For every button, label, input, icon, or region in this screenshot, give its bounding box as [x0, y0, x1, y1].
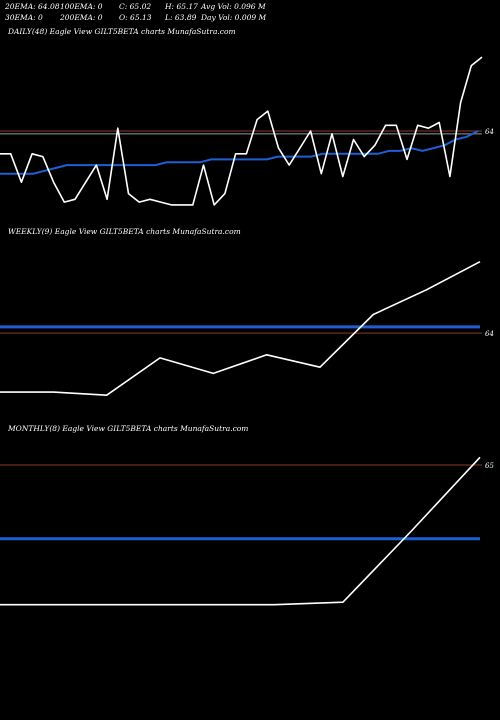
monthly-level-label: 65	[485, 462, 494, 470]
monthly-price-line	[0, 456, 481, 606]
ema20-stat: 20EMA: 64.08	[5, 2, 60, 11]
low-stat: L: 63.89	[165, 13, 197, 22]
day-vol-stat: Day Vol: 0.009 M	[201, 13, 267, 22]
close-stat: C: 65.02	[119, 2, 152, 11]
ema30-stat: 30EMA: 0	[5, 13, 43, 22]
weekly-level-label: 64	[485, 330, 494, 338]
ema100-stat: 100EMA: 0	[60, 2, 103, 11]
monthly-panel-title: MONTHLY(8) Eagle View GILT5BETA charts M…	[8, 424, 249, 433]
weekly-panel-title: WEEKLY(9) Eagle View GILT5BETA charts Mu…	[8, 227, 241, 236]
avg-vol-stat: Avg Vol: 0.096 M	[201, 2, 266, 11]
ema200-stat: 200EMA: 0	[60, 13, 103, 22]
daily-ema-line	[0, 130, 479, 175]
high-stat: H: 65.17	[165, 2, 198, 11]
daily-panel-title: DAILY(48) Eagle View GILT5BETA charts Mu…	[8, 27, 236, 36]
daily-price-line	[0, 56, 483, 206]
daily-level-label: 64	[485, 128, 494, 136]
weekly-price-line	[0, 260, 481, 397]
open-stat: O: 65.13	[119, 13, 152, 22]
